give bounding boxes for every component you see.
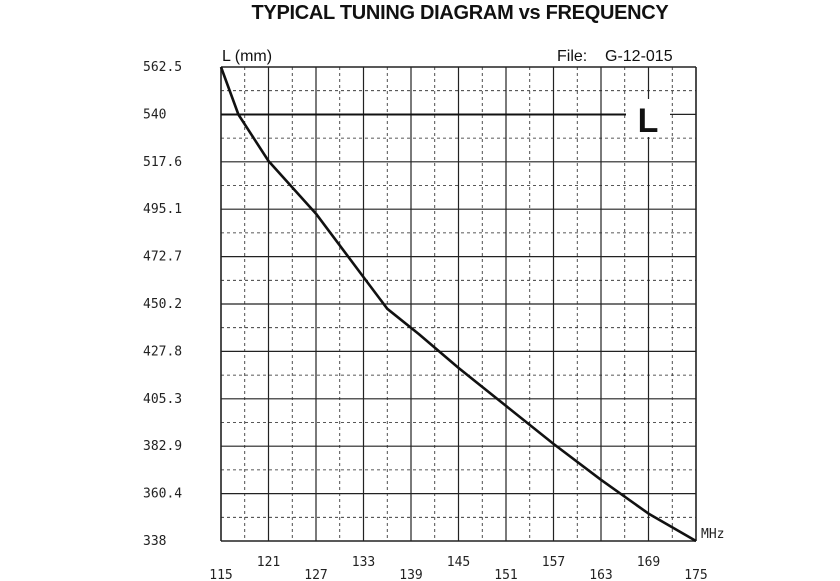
grid (220, 66, 697, 542)
file-id: G-12-015 (605, 48, 673, 65)
y-tick-label: 517.6 (143, 155, 182, 170)
x-tick-label-upper: 121 (257, 555, 280, 570)
x-tick-label-upper: 169 (637, 555, 660, 570)
y-tick-label: 495.1 (143, 202, 182, 217)
chart-title: TYPICAL TUNING DIAGRAM vs FREQUENCY (251, 2, 669, 24)
x-tick-labels: 121 133 145 157 169 115 127 139 151 163 175 (209, 555, 707, 581)
x-tick-label-upper: 157 (542, 555, 565, 570)
x-axis-label: MHz (701, 527, 724, 542)
marker-label: L (638, 102, 659, 140)
y-tick-label: 540 (143, 107, 166, 122)
x-tick-label-lower: 115 (209, 568, 232, 581)
x-tick-label-lower: 175 (684, 568, 707, 581)
y-axis-label: L (mm) (222, 48, 272, 65)
x-tick-label-upper: 145 (447, 555, 470, 570)
y-tick-label: 360.4 (143, 487, 182, 502)
x-tick-label-lower: 151 (494, 568, 517, 581)
y-tick-label: 562.5 (143, 60, 182, 75)
y-tick-label: 427.8 (143, 344, 182, 359)
file-label: File: (557, 48, 587, 65)
y-tick-label: 472.7 (143, 250, 182, 265)
series-line (219, 66, 697, 543)
x-tick-label-lower: 163 (589, 568, 612, 581)
x-tick-label-lower: 139 (399, 568, 422, 581)
y-tick-label: 405.3 (143, 392, 182, 407)
y-tick-label: 338 (143, 534, 166, 549)
y-tick-labels: 562.5 540 517.6 495.1 472.7 450.2 427.8 405.3 38… (143, 60, 182, 549)
x-tick-label-upper: 133 (352, 555, 375, 570)
y-tick-label: 382.9 (143, 439, 182, 454)
x-tick-label-lower: 127 (304, 568, 327, 581)
y-tick-label: 450.2 (143, 297, 182, 312)
